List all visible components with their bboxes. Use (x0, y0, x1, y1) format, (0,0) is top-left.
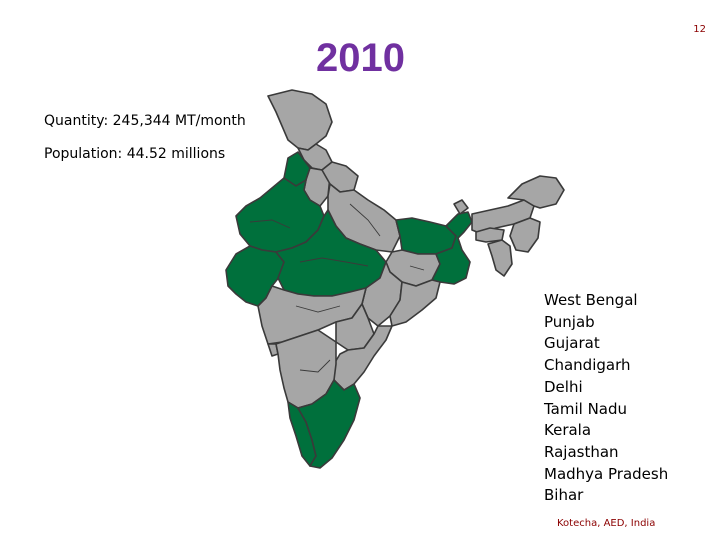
source-credit: Kotecha, AED, India (557, 518, 656, 529)
state-nagaland-manipur (509, 217, 541, 253)
list-item: Delhi (544, 377, 583, 396)
state-arunachal-pradesh (507, 175, 565, 209)
population-text: Population: 44.52 millions (44, 146, 226, 162)
india-map (225, 89, 565, 469)
list-item: Bihar (544, 486, 584, 505)
quantity-text: Quantity: 245,344 MT/month (44, 113, 246, 129)
state-tamil-nadu (297, 379, 361, 469)
page-number: 12 (693, 24, 706, 35)
list-item: Gujarat (544, 334, 600, 353)
list-item: Chandigarh (544, 356, 631, 375)
list-item: Rajasthan (544, 442, 619, 461)
list-item: West Bengal (544, 291, 638, 309)
list-item: Madhya Pradesh (544, 464, 669, 483)
state-bihar (395, 217, 457, 255)
state-odisha (389, 279, 441, 327)
list-item: Kerala (544, 421, 592, 440)
state-west-bengal (431, 211, 473, 285)
list-item: Tamil Nadu (544, 399, 628, 418)
state-sikkim (453, 199, 469, 215)
slide-title: 2010 (316, 36, 405, 80)
state-andhra-pradesh (333, 325, 393, 391)
state-jammu-kashmir (267, 89, 333, 151)
state-tripura-mizoram (487, 239, 513, 277)
list-item: Punjab (544, 312, 595, 331)
highlighted-states-list: West Bengal Punjab Gujarat Chandigarh De… (544, 290, 668, 507)
